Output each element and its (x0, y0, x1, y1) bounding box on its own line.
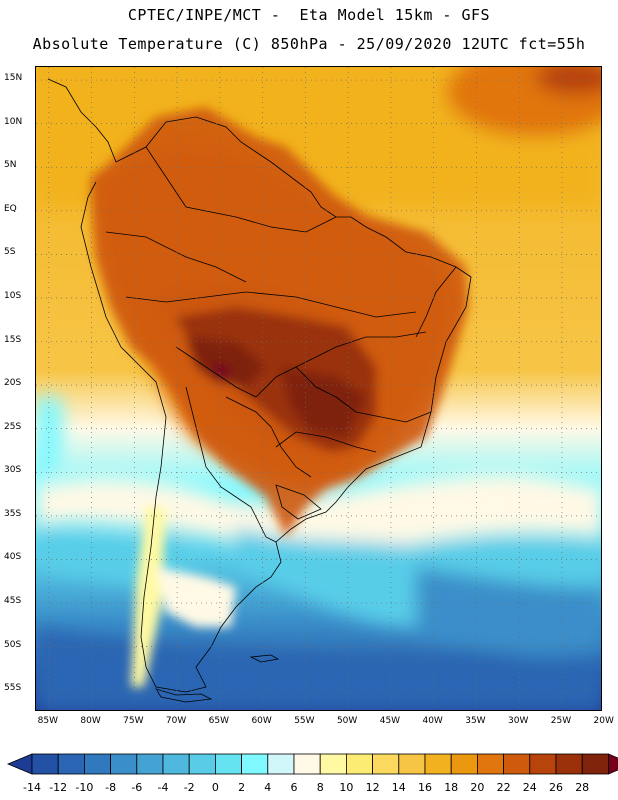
colorbar-tick-label: -8 (105, 781, 117, 794)
lon-label: 20W (593, 716, 614, 726)
lon-label: 30W (508, 716, 529, 726)
lon-label: 25W (550, 716, 572, 726)
colorbar-tick-label: 2 (238, 781, 246, 794)
colorbar-tick-label: -10 (75, 781, 94, 794)
colorbar-tick-label: 12 (365, 781, 380, 794)
colorbar-box (267, 753, 295, 775)
lon-label: 85W (37, 716, 58, 726)
lon-label: 35W (465, 716, 486, 726)
colorbar-box (398, 753, 426, 775)
lat-label: 15N (4, 73, 23, 84)
colorbar-tick-label: 10 (339, 781, 354, 794)
colorbar-box (136, 753, 164, 775)
colorbar (6, 753, 618, 775)
chart-title: CPTEC/INPE/MCT - Eta Model 15km - GFS (127, 6, 491, 24)
colorbar-box (214, 753, 242, 775)
colorbar-box (345, 753, 373, 775)
lat-label: 40S (4, 552, 22, 563)
colorbar-tick-label: -14 (23, 781, 41, 794)
lon-label: 65W (208, 716, 230, 726)
lon-label: 75W (123, 716, 144, 726)
lon-label: 80W (80, 716, 101, 726)
colorbar-tick-label: 0 (211, 781, 219, 794)
colorbar-box (319, 753, 347, 775)
colorbar-tick-label: 16 (418, 781, 432, 794)
lat-label: 30S (4, 465, 22, 476)
lat-label: 5S (4, 247, 16, 258)
colorbar-box (110, 753, 138, 775)
colorbar-tick-label: 26 (549, 781, 563, 794)
colorbar-box (188, 753, 216, 775)
colorbar-tick-label: 4 (264, 781, 272, 794)
colorbar-tick-label: 6 (290, 781, 298, 794)
colorbar-box (293, 753, 321, 775)
colorbar-tick-label: 14 (391, 781, 406, 794)
colorbar-box (555, 753, 583, 775)
lat-label: 20S (4, 378, 22, 389)
lat-label: 10N (4, 116, 23, 127)
lon-label: 50W (336, 716, 358, 726)
lat-label: 15S (4, 334, 22, 345)
colorbar-tick-label: -6 (131, 781, 143, 794)
lat-label: 55S (4, 683, 22, 694)
colorbar-box (162, 753, 190, 775)
colorbar-tick-label: 20 (470, 781, 485, 794)
colorbar-box (241, 753, 269, 775)
lat-label: 25S (4, 421, 22, 432)
colorbar-box (503, 753, 531, 775)
colorbar-box (424, 753, 452, 775)
lat-label: 50S (4, 639, 22, 650)
colorbar-box (31, 753, 59, 775)
map-canvas (36, 67, 601, 710)
colorbar-box (476, 753, 504, 775)
colorbar-box (450, 753, 478, 775)
colorbar-box (581, 753, 609, 775)
colorbar-tick-label: -12 (49, 781, 68, 794)
colorbar-arrow-low (6, 753, 33, 775)
lon-label: 45W (379, 716, 401, 726)
colorbar-box (57, 753, 85, 775)
colorbar-tick-label: 8 (316, 781, 324, 794)
lon-label: 55W (294, 716, 315, 726)
lat-label: 5N (4, 160, 17, 171)
lon-label: 60W (251, 716, 272, 726)
colorbar-box (372, 753, 400, 775)
colorbar-arrow-high (608, 753, 618, 775)
lat-label: 10S (4, 290, 22, 301)
temperature-map[interactable] (35, 66, 602, 711)
colorbar-tick-label: 18 (444, 781, 459, 794)
colorbar-box (84, 753, 112, 775)
land-temperature (91, 107, 468, 687)
coastline (47, 78, 472, 703)
colorbar-box (529, 753, 557, 775)
colorbar-tick-label: 22 (496, 781, 511, 794)
colorbar-tick-label: -2 (183, 781, 195, 794)
chart-subtitle: Absolute Temperature (C) 850hPa - 25/09/… (32, 35, 586, 53)
colorbar-tick-label: 24 (522, 781, 537, 794)
lon-label: 70W (165, 716, 187, 726)
colorbar-tick-label: -4 (157, 781, 169, 794)
lat-label: EQ (4, 203, 17, 214)
lat-label: 35S (4, 508, 22, 519)
lat-label: 45S (4, 596, 22, 607)
lon-label: 40W (422, 716, 443, 726)
colorbar-tick-label: 28 (575, 781, 590, 794)
